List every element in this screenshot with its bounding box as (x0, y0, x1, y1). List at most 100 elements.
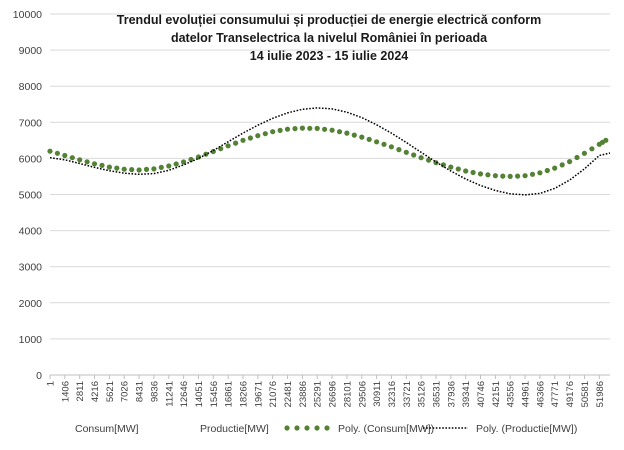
consum-trend-point (552, 165, 558, 171)
consum-trend-point (470, 169, 476, 176)
consum-trend-point (492, 173, 498, 179)
x-tick-label: 22481 (283, 381, 294, 407)
gridlines (50, 13, 610, 376)
consum-trend-point (589, 146, 595, 152)
x-axis: 1 1406 2811 4216 5621 7026 8431 9836 11241 12646 1… (46, 374, 610, 407)
legend-swatch (314, 425, 320, 431)
consum-trend-point (173, 161, 179, 167)
y-axis: 0 1000 2000 3000 4000 5000 6000 7000 8000 9000 100… (13, 9, 42, 382)
x-tick-label: 25291 (313, 381, 324, 407)
x-tick-label: 40746 (476, 381, 487, 407)
x-tick-label: 44961 (521, 381, 532, 407)
y-tick-label: 4000 (19, 226, 43, 238)
x-tick-label: 15456 (209, 381, 220, 407)
legend-item: Productie[MW] (200, 423, 269, 435)
series-productie-trendline (49, 107, 611, 196)
legend-item: Poly. (Productie[MW]) (423, 423, 577, 435)
consum-trend-point (136, 167, 142, 173)
consum-trend-point (158, 164, 164, 170)
x-tick-label: 14051 (194, 381, 205, 407)
consum-trend-point (240, 137, 246, 143)
x-tick-label: 42151 (491, 381, 502, 407)
legend: Consum[MW] Productie[MW] Poly. (Consum[MW]… (75, 423, 577, 435)
consum-trend-point (336, 129, 343, 135)
consum-trend-point (233, 140, 239, 146)
consum-trend-point (351, 132, 357, 138)
consum-trend-point (292, 126, 298, 132)
x-tick-label: 43556 (506, 381, 517, 407)
x-tick-label: 2811 (75, 381, 86, 401)
x-tick-label: 18266 (238, 381, 249, 407)
consum-trend-point (381, 141, 387, 147)
consum-trend-point (396, 147, 402, 153)
consum-trend-point (91, 161, 98, 167)
chart-title: Trendul evoluției consumului și producți… (117, 13, 541, 63)
x-tick-label: 28101 (342, 381, 353, 407)
consum-trend-point (537, 170, 543, 176)
consum-trend-point (522, 173, 528, 179)
consum-trend-point (455, 166, 461, 172)
consum-trend-point (529, 171, 536, 177)
x-tick-label: 19671 (253, 381, 264, 407)
x-tick-label: 46366 (535, 381, 546, 407)
consum-trend-point (500, 173, 506, 179)
consum-trend-point (69, 155, 75, 161)
x-tick-label: 1 (46, 381, 57, 386)
consum-trend-point (388, 144, 394, 150)
consum-trend-point (225, 143, 231, 149)
consum-trend-point (366, 136, 372, 142)
legend-label: Poly. (Productie[MW]) (476, 423, 577, 435)
x-tick-label: 47771 (550, 381, 561, 407)
x-tick-label: 29506 (357, 381, 368, 407)
y-tick-label: 8000 (19, 81, 43, 93)
consum-trend-point (54, 150, 61, 156)
legend-label: Consum[MW] (75, 423, 139, 435)
consum-trend-point (448, 164, 454, 170)
x-tick-label: 21076 (268, 381, 279, 407)
consum-trend-point (477, 171, 484, 177)
consum-trend-point (418, 155, 424, 161)
consum-trend-point (359, 134, 365, 140)
x-tick-label: 8431 (135, 381, 146, 402)
x-tick-label: 30911 (372, 381, 383, 407)
consum-trend-point (299, 125, 305, 131)
consum-trend-point (277, 127, 283, 133)
x-tick-label: 12646 (179, 381, 190, 407)
consum-trend-point (99, 162, 105, 168)
series-consum-trendline (47, 125, 609, 179)
legend-item: Consum[MW] (75, 423, 139, 435)
legend-swatch (324, 425, 330, 431)
consum-trend-point (411, 152, 417, 158)
consum-trend-point (440, 162, 446, 168)
consum-trend-point (106, 164, 112, 170)
x-tick-label: 32316 (387, 381, 398, 407)
consum-trend-point (374, 139, 380, 145)
consum-trend-point (463, 168, 469, 174)
x-tick-label: 50581 (580, 381, 591, 407)
consum-trend-point (121, 166, 127, 172)
consum-trend-point (403, 149, 409, 155)
x-tick-label: 49176 (565, 381, 576, 407)
consum-trend-point (559, 162, 565, 168)
chart-title-line-2: datelor Transelectrica la nivelul Români… (171, 31, 488, 45)
consum-trend-point (114, 165, 120, 171)
x-tick-label: 37936 (446, 381, 457, 407)
consum-trend-point (166, 163, 172, 169)
x-tick-label: 11241 (164, 381, 175, 407)
legend-swatch (304, 425, 310, 431)
x-tick-label: 1406 (60, 381, 71, 402)
legend-label: Poly. (Consum[MW]) (338, 423, 434, 435)
x-tick-label: 36531 (431, 381, 442, 407)
consum-trend-point (62, 152, 68, 159)
consum-trend-point (485, 172, 491, 178)
y-tick-label: 2000 (19, 298, 43, 310)
consum-trend-point (188, 156, 194, 163)
consum-trend-point (262, 131, 268, 137)
x-tick-label: 7026 (120, 381, 131, 402)
x-tick-label: 9836 (149, 381, 160, 402)
consum-trend-point (314, 125, 320, 131)
consum-trend-point (507, 173, 513, 179)
y-tick-label: 10000 (13, 9, 42, 21)
